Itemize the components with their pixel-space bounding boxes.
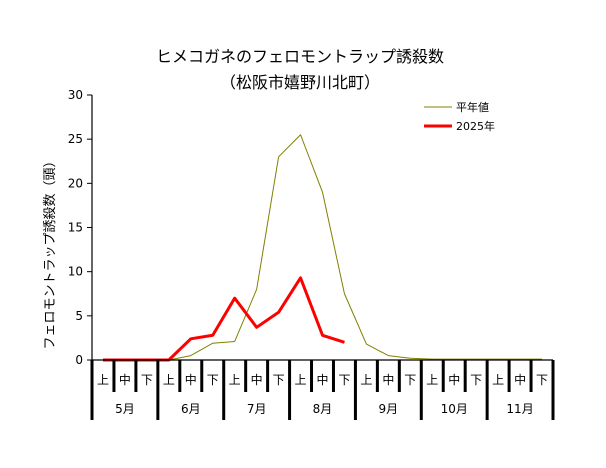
y-tick-label: 0 [75,353,83,367]
y-tick-label: 30 [68,88,83,102]
x-category-label: 下 [470,373,482,387]
chart-title: ヒメコガネのフェロモントラップ誘殺数 [156,47,444,66]
legend-label-2025: 2025年 [456,119,495,133]
x-category-label: 中 [251,372,263,387]
x-category-label: 上 [163,373,175,387]
x-month-label: 7月 [247,402,267,416]
x-category-label: 中 [119,372,131,387]
x-category-label: 中 [514,372,526,387]
x-category-label: 上 [295,373,307,387]
y-tick-label: 20 [68,176,83,190]
x-category-label: 下 [141,373,153,387]
y-tick-label: 5 [75,309,83,323]
y-tick-label: 25 [68,132,83,146]
x-category-label: 上 [229,373,241,387]
x-category-label: 下 [207,373,219,387]
y-axis-label: フェロモントラップ誘殺数（頭） [43,154,58,349]
x-month-label: 9月 [379,402,399,416]
x-category-label: 中 [316,372,328,387]
x-category-label: 下 [536,373,548,387]
x-category-label: 中 [382,372,394,387]
x-month-label: 10月 [441,402,468,416]
x-category-label: 下 [273,373,285,387]
legend-label-normal: 平年値 [456,100,489,114]
axes: 051015202530上中下上中下上中下上中下上中下上中下上中下5月 6月 7月 8… [68,88,555,420]
y-tick-label: 10 [68,265,83,279]
x-category-label: 中 [185,372,197,387]
x-category-label: 上 [360,373,372,387]
series-line-2025 [102,276,345,362]
x-month-label: 11月 [506,402,533,416]
x-month-label: 6月 [181,402,201,416]
x-month-label: 5月 [115,402,135,416]
x-category-label: 上 [426,373,438,387]
legend: 平年値 2025年 [424,100,495,133]
plot-area [102,134,543,362]
chart-subtitle: （松阪市嬉野川北町） [220,73,380,92]
x-category-label: 上 [492,373,504,387]
x-category-label: 下 [404,373,416,387]
series-line-normal [102,134,543,361]
x-category-label: 下 [338,373,350,387]
x-category-label: 中 [448,372,460,387]
x-month-label: 8月 [313,402,333,416]
y-tick-label: 15 [68,221,83,235]
x-category-label: 上 [97,373,109,387]
